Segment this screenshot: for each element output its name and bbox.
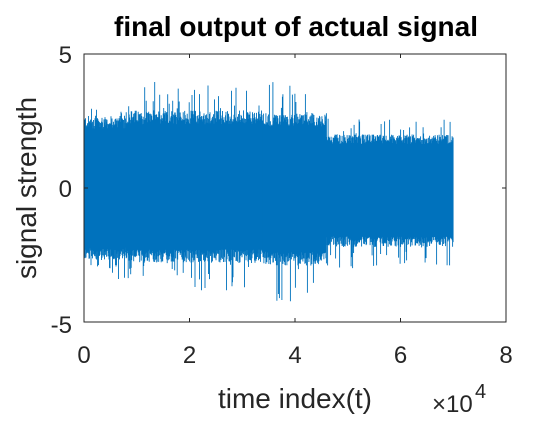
- signal-series: [83, 82, 454, 302]
- signal-segment: [326, 118, 454, 269]
- x-tick-label: 6: [394, 342, 407, 369]
- signal-segment: [125, 82, 190, 279]
- tick-marks: [83, 53, 507, 323]
- signal-segment: [262, 82, 327, 302]
- x-tick-label: 8: [499, 342, 512, 369]
- signal-segment: [189, 85, 264, 291]
- x-axis-label: time index(t): [218, 383, 372, 414]
- x-tick-label: 2: [183, 342, 196, 369]
- x-tick-labels: 0 2 4 6 8: [77, 342, 512, 369]
- y-tick-label: -5: [51, 312, 72, 339]
- y-tick-labels: 5 0 -5: [51, 42, 72, 339]
- y-tick-label: 5: [59, 42, 72, 69]
- chart-title: final output of actual signal: [114, 11, 478, 42]
- x-exponent-power: 4: [475, 381, 486, 403]
- x-tick-label: 4: [288, 342, 301, 369]
- x-axis-exponent: ×10 4: [432, 381, 486, 418]
- x-tick-label: 0: [77, 342, 90, 369]
- y-tick-label: 0: [59, 176, 72, 203]
- x-exponent-base: ×10: [432, 391, 473, 418]
- y-axis-label: signal strength: [11, 97, 42, 279]
